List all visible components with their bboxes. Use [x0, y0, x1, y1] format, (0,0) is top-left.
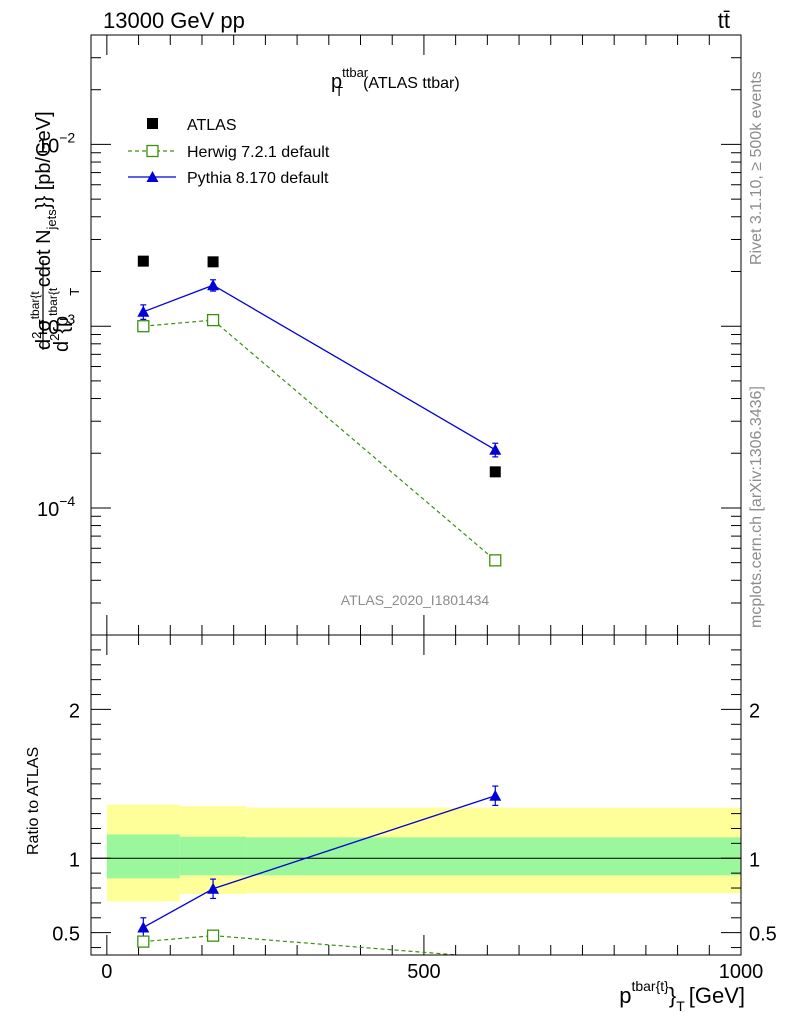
ratio-pythia-point — [207, 882, 220, 894]
main-panel: 10−410−310−2 pttbar T (ATLAS ttbar) ATLAS … — [37, 34, 742, 636]
analysis-label: ATLAS_2020_I1801434 — [341, 592, 490, 608]
ratio-series — [137, 785, 502, 956]
ratio-axis-ticks: 0.5 0.5 1 1 2 2 0 500 1000 — [52, 635, 777, 983]
herwig-line — [143, 319, 496, 561]
stat-uncertainty-band — [246, 837, 742, 876]
pythia-point — [137, 305, 150, 317]
main-axis-ticks: 10−410−310−2 — [37, 34, 742, 636]
herwig-point — [206, 313, 220, 327]
ratio-pythia-point — [137, 921, 150, 933]
ratio-y-tick-label-right: 1 — [749, 849, 760, 871]
main-series — [137, 255, 502, 567]
y-tick-label: 10−2 — [37, 129, 75, 157]
rivet-version-label: Rivet 3.1.10, ≥ 500k events — [748, 71, 765, 265]
pythia-line — [143, 284, 496, 451]
ratio-y-tick-label-left: 0.5 — [52, 924, 80, 946]
ratio-frame — [90, 634, 742, 956]
legend-marker-herwig — [146, 144, 159, 158]
ratio-y-tick-label-right: 0.5 — [749, 924, 777, 946]
ratio-herwig-line — [143, 935, 458, 956]
header-process-label: tt̄ — [718, 8, 730, 33]
legend-label-pythia: Pythia 8.170 default — [187, 170, 329, 187]
mcplots-url-label: mcplots.cern.ch [arXiv:1306.3436] — [748, 386, 765, 628]
herwig-point — [137, 320, 150, 333]
legend-marker-atlas — [147, 118, 158, 129]
herwig-point — [489, 554, 502, 567]
ratio-y-tick-label-left: 2 — [69, 700, 80, 722]
ratio-y-tick-label-right: 2 — [749, 700, 760, 722]
main-y-axis-label: d2σtbar{tcdot Njets}} [pb/GeV] — [28, 111, 59, 350]
ratio-uncertainty-bands — [91, 804, 742, 902]
pythia-point — [207, 279, 220, 291]
atlas-data-point — [489, 466, 501, 478]
main-y-axis-denominator: d2{ptbar{t T — [46, 287, 82, 352]
chart-title: pttbar T (ATLAS ttbar) — [331, 65, 460, 99]
ratio-pythia-point — [489, 789, 502, 801]
ratio-y-tick-label-left: 1 — [69, 849, 80, 871]
legend-marker-pythia — [146, 171, 159, 182]
atlas-data-point — [207, 256, 219, 268]
ratio-herwig-point — [137, 935, 150, 948]
stat-uncertainty-band — [106, 834, 180, 879]
legend: ATLAS Herwig 7.2.1 default Pythia 8.170 … — [128, 117, 330, 187]
stat-uncertainty-band — [179, 836, 247, 876]
ratio-y-axis-label: Ratio to ATLAS — [25, 747, 42, 855]
x-tick-label: 0 — [101, 961, 112, 983]
y-tick-label: 10−4 — [37, 493, 75, 521]
ratio-herwig-point — [206, 929, 220, 942]
x-tick-label: 1000 — [719, 961, 764, 983]
x-tick-label: 500 — [407, 961, 440, 983]
x-axis-label: ptbar{t}}T [GeV] — [619, 978, 745, 1014]
atlas-data-point — [137, 255, 149, 267]
header-energy-label: 13000 GeV pp — [103, 8, 245, 33]
pythia-point — [489, 443, 502, 455]
legend-label-atlas: ATLAS — [187, 117, 237, 134]
ratio-panel: 0.5 0.5 1 1 2 2 0 500 1000 — [52, 634, 777, 983]
legend-label-herwig: Herwig 7.2.1 default — [187, 144, 330, 161]
